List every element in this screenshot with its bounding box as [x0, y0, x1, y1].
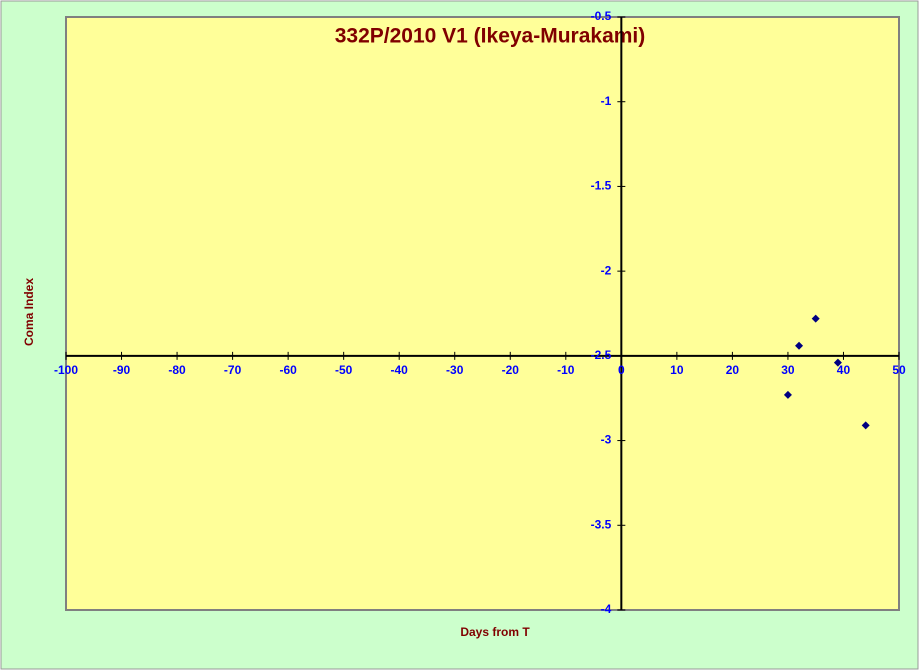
data-point: [795, 341, 804, 350]
x-tick-label: -20: [502, 363, 520, 377]
y-tick-label: -3.5: [591, 517, 612, 531]
x-tick-label: -60: [279, 363, 297, 377]
x-tick-label: -10: [557, 363, 575, 377]
y-tick-label: -1.5: [591, 179, 612, 193]
y-tick-label: -4: [601, 602, 612, 616]
x-tick-label: -70: [224, 363, 242, 377]
x-tick-label: -40: [391, 363, 409, 377]
x-tick-label: 10: [670, 363, 684, 377]
chart-title: 332P/2010 V1 (Ikeya-Murakami): [335, 25, 646, 48]
x-tick-label: -30: [446, 363, 464, 377]
y-axis-label: Coma Index: [22, 278, 36, 346]
y-tick-label: -2.5: [591, 348, 612, 362]
data-point: [833, 358, 842, 367]
x-tick-label: -80: [168, 363, 186, 377]
x-tick-label: -100: [54, 363, 78, 377]
x-tick-label: 50: [892, 363, 906, 377]
y-tick-label: -2: [601, 263, 612, 277]
plot-area: [65, 16, 900, 611]
x-tick-label: 20: [726, 363, 740, 377]
y-tick-label: -1: [601, 94, 612, 108]
x-tick-label: -90: [113, 363, 131, 377]
x-tick-label: 0: [618, 363, 625, 377]
data-point: [811, 314, 820, 323]
y-tick-label: -0.5: [591, 9, 612, 23]
x-tick-label: 40: [837, 363, 851, 377]
x-tick-label: 30: [781, 363, 795, 377]
data-point: [783, 390, 792, 399]
y-tick-label: -3: [601, 433, 612, 447]
x-tick-label: -50: [335, 363, 353, 377]
x-axis-label: Days from T: [460, 625, 530, 639]
data-point: [861, 421, 870, 430]
